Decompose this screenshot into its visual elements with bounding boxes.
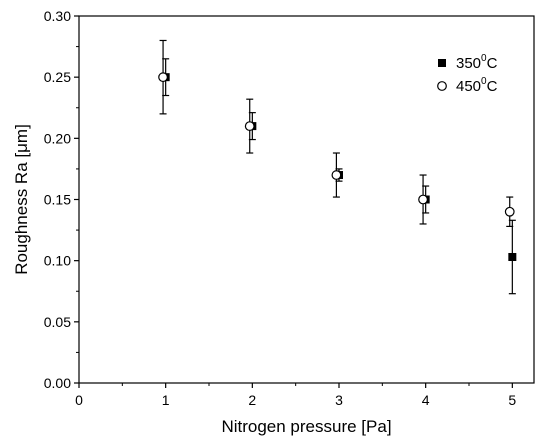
legend-label: 3500C	[456, 53, 498, 72]
y-tick-label: 0.15	[44, 192, 71, 208]
y-tick-label: 0.30	[44, 8, 71, 24]
legend-entry: 4500C	[437, 76, 498, 95]
x-tick-label: 2	[248, 392, 256, 408]
x-tick-label: 0	[75, 392, 83, 408]
legend-marker	[437, 81, 447, 91]
legend-label-value: 450	[456, 78, 481, 95]
legend-label-value: 350	[456, 55, 481, 72]
x-tick-label: 1	[162, 392, 170, 408]
y-tick-label: 0.05	[44, 314, 71, 330]
y-tick-label: 0.25	[44, 69, 71, 85]
axis-ticks: 0 1 2 3 4 5 0.00 0.05 0.10 0.15 0.20 0.25 0.30	[44, 8, 517, 408]
legend-label-degree: 0	[481, 53, 487, 64]
series-layer	[158, 39, 517, 295]
legend-entry: 3500C	[438, 53, 498, 72]
x-tick-label: 5	[508, 392, 516, 408]
x-tick-label: 4	[422, 392, 430, 408]
data-point	[331, 170, 342, 180]
data-point	[508, 252, 517, 261]
y-tick-label: 0.20	[44, 130, 71, 146]
data-point	[158, 72, 168, 83]
legend-label-unit: C	[487, 55, 498, 72]
x-tick-label: 3	[335, 392, 343, 408]
y-tick-label: 0.10	[44, 253, 71, 269]
legend-marker	[438, 59, 446, 67]
data-point	[504, 206, 515, 217]
data-point	[418, 194, 428, 205]
data-point	[244, 121, 255, 131]
series-450	[158, 39, 515, 228]
x-axis-title: Nitrogen pressure [Pa]	[221, 417, 391, 436]
legend-label: 4500C	[456, 76, 498, 95]
legend-label-degree: 0	[481, 76, 487, 87]
legend-label-unit: C	[487, 78, 498, 95]
y-tick-label: 0.00	[44, 375, 71, 391]
y-axis-title: Roughness Ra [μm]	[12, 124, 31, 275]
